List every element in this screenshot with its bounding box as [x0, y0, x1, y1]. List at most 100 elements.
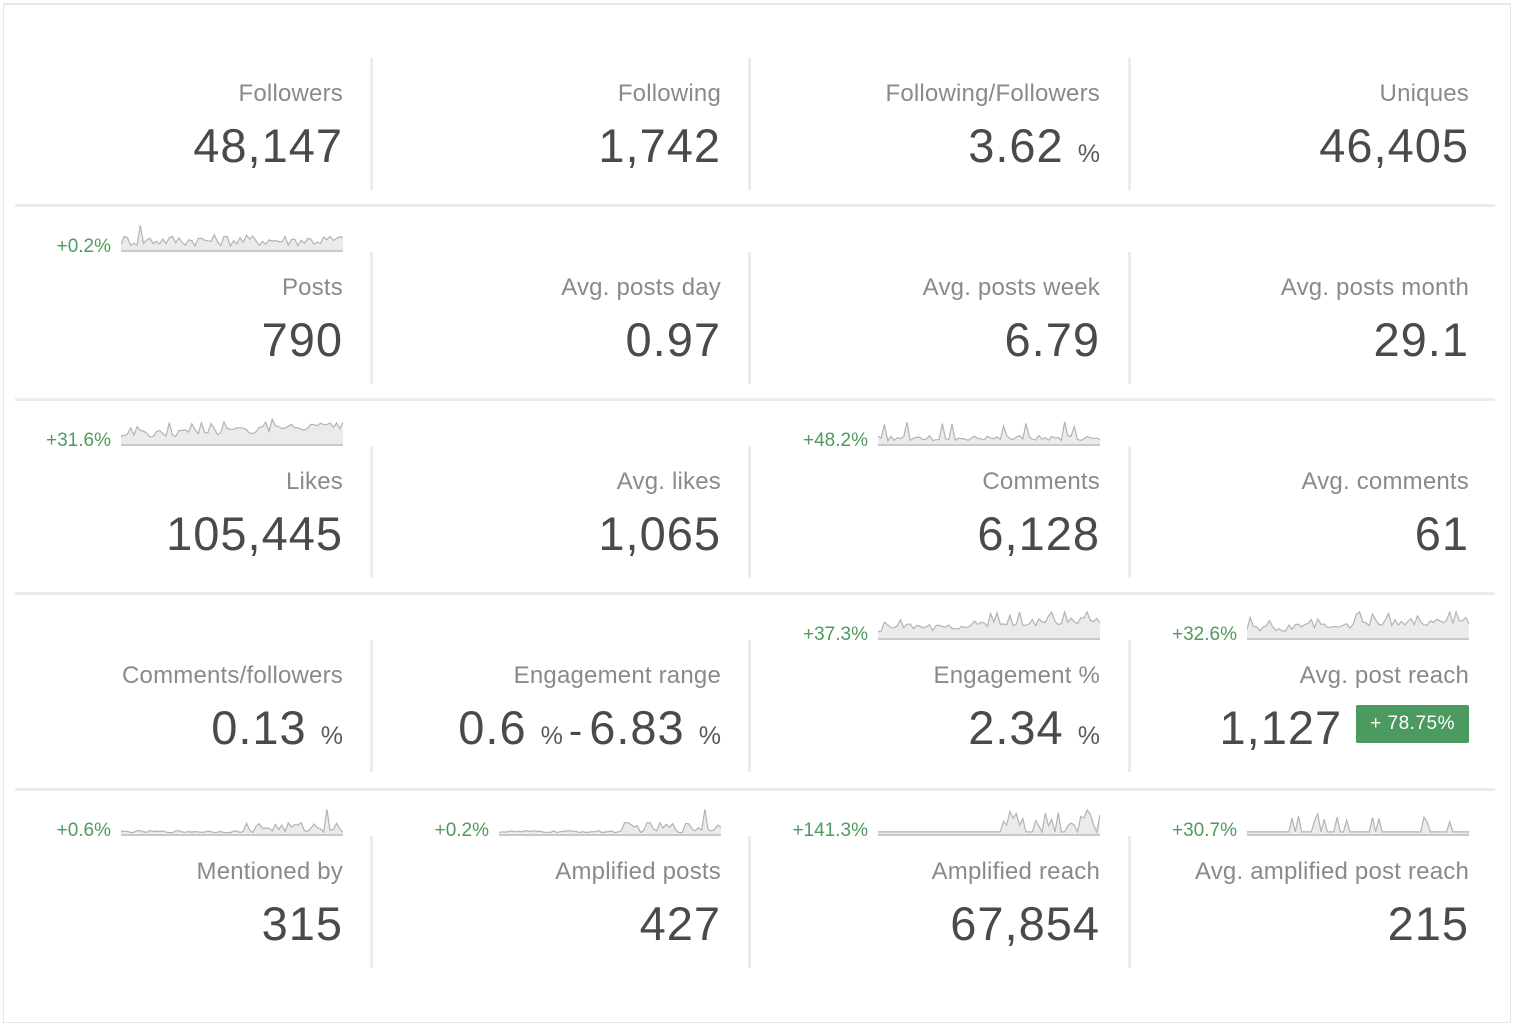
- stat-label: Avg. posts day: [561, 274, 721, 301]
- stat-label: Following: [617, 80, 721, 107]
- stat-value: 1,127 + 78.75%: [1220, 700, 1469, 755]
- sparkline-line: [1246, 610, 1470, 632]
- stat-card-mentioned-by[interactable]: +0.6% Mentioned by 315: [3, 796, 344, 990]
- stat-value: 3.62 %: [968, 118, 1100, 173]
- change-percentage: +32.6%: [1172, 624, 1237, 645]
- column-divider: [370, 836, 373, 968]
- stat-number: 0.13: [211, 701, 307, 754]
- stat-card-avg-post-reach[interactable]: +32.6% Avg. post reach 1,127 + 78.75%: [1129, 600, 1470, 794]
- stat-card-followers[interactable]: Followers 48,147: [3, 18, 343, 212]
- change-percentage: +31.6%: [46, 430, 111, 451]
- stat-label: Uniques: [1379, 80, 1469, 107]
- stat-value: 2.34 %: [968, 700, 1100, 755]
- stat-card-comments-followers[interactable]: Comments/followers 0.13 %: [3, 600, 343, 794]
- sparkline-chart: [120, 414, 344, 453]
- column-divider: [370, 640, 373, 772]
- sparkline-chart: [1246, 608, 1470, 647]
- column-divider: [1128, 640, 1131, 772]
- stat-card-avg-posts-day[interactable]: Avg. posts day 0.97: [381, 212, 721, 406]
- stat-number: 1,065: [598, 507, 721, 560]
- change-percentage: +0.2%: [434, 820, 489, 841]
- range-separator: -: [568, 709, 584, 753]
- stat-number: 67,854: [950, 897, 1100, 950]
- stat-value: 105,445: [166, 506, 343, 561]
- stat-label: Comments: [982, 468, 1100, 495]
- column-divider: [1128, 58, 1131, 190]
- sparkline-area: [1247, 813, 1469, 835]
- stat-number: 29.1: [1373, 313, 1469, 366]
- stat-card-amplified-posts[interactable]: +0.2% Amplified posts 427: [381, 796, 722, 990]
- percent-unit: %: [698, 722, 721, 750]
- sparkline-chart: [877, 414, 1101, 453]
- stat-value: 790: [262, 312, 343, 367]
- stat-number: 3.62: [968, 119, 1064, 172]
- stat-card-posts[interactable]: +0.2% Posts 790: [3, 212, 344, 406]
- row-divider: [15, 592, 1495, 595]
- stat-card-avg-likes[interactable]: Avg. likes 1,065: [381, 406, 721, 600]
- stat-number: 6.79: [1004, 313, 1100, 366]
- stat-card-engagement-[interactable]: +37.3% Engagement % 2.34 %: [760, 600, 1101, 794]
- stat-number: 6,128: [977, 507, 1100, 560]
- column-divider: [370, 58, 373, 190]
- growth-badge: + 78.75%: [1356, 704, 1469, 743]
- sparkline-chart: [120, 804, 344, 843]
- column-divider: [1128, 252, 1131, 384]
- stat-number: 48,147: [193, 119, 343, 172]
- stat-value: 46,405: [1319, 118, 1469, 173]
- change-percentage: +0.6%: [56, 820, 111, 841]
- column-divider: [370, 252, 373, 384]
- stat-label: Amplified reach: [931, 858, 1100, 885]
- stat-label: Avg. posts week: [922, 274, 1100, 301]
- row-divider: [15, 204, 1495, 207]
- stat-label: Following/Followers: [885, 80, 1100, 107]
- change-percentage: +48.2%: [803, 430, 868, 451]
- stat-value: 67,854: [950, 896, 1100, 951]
- stat-card-likes[interactable]: +31.6% Likes 105,445: [3, 406, 344, 600]
- sparkline-line: [498, 809, 722, 834]
- stat-number: 2.34: [968, 701, 1064, 754]
- sparkline-line: [877, 421, 1101, 443]
- stat-card-avg-comments[interactable]: Avg. comments 61: [1129, 406, 1469, 600]
- stat-card-amplified-reach[interactable]: +141.3% Amplified reach 67,854: [760, 796, 1101, 990]
- stat-value: 61: [1415, 506, 1469, 561]
- row-divider: [15, 398, 1495, 401]
- stat-card-avg-posts-week[interactable]: Avg. posts week 6.79: [760, 212, 1100, 406]
- sparkline-line: [877, 609, 1101, 633]
- row-divider: [15, 788, 1495, 791]
- change-percentage: +30.7%: [1172, 820, 1237, 841]
- stat-card-following-followers[interactable]: Following/Followers 3.62 %: [760, 18, 1100, 212]
- sparkline-area: [878, 612, 1100, 639]
- column-divider: [748, 58, 751, 190]
- sparkline-area: [121, 809, 343, 835]
- stat-card-comments[interactable]: +48.2% Comments 6,128: [760, 406, 1101, 600]
- stat-card-following[interactable]: Following 1,742: [381, 18, 721, 212]
- sparkline-chart: [877, 608, 1101, 647]
- stat-card-avg-amplified-post-reach[interactable]: +30.7% Avg. amplified post reach 215: [1129, 796, 1469, 990]
- stat-number: 46,405: [1319, 119, 1469, 172]
- percent-unit: %: [540, 722, 563, 750]
- stat-number: 215: [1387, 897, 1469, 950]
- sparkline-area: [878, 421, 1100, 445]
- percent-unit: %: [1077, 722, 1100, 750]
- stat-number: 790: [261, 313, 343, 366]
- sparkline-line: [120, 809, 344, 834]
- range-low-value: 0.6: [458, 701, 527, 754]
- column-divider: [748, 836, 751, 968]
- stat-card-avg-posts-month[interactable]: Avg. posts month 29.1: [1129, 212, 1469, 406]
- change-percentage: +141.3%: [792, 820, 868, 841]
- stat-value: 0.13 %: [211, 700, 343, 755]
- sparkline-area: [121, 419, 343, 445]
- stat-value: 48,147: [193, 118, 343, 173]
- stat-label: Avg. amplified post reach: [1194, 858, 1469, 885]
- stat-card-uniques[interactable]: Uniques 46,405: [1129, 18, 1469, 212]
- stat-value: 6.79: [1005, 312, 1100, 367]
- stat-value: 6,128: [977, 506, 1100, 561]
- sparkline-area: [499, 809, 721, 835]
- stat-value: 215: [1388, 896, 1469, 951]
- stat-card-engagement-range[interactable]: Engagement range 0.6 % -6.83 %: [381, 600, 721, 794]
- sparkline-line: [878, 808, 1101, 834]
- sparkline-area: [878, 810, 1100, 835]
- stat-label: Avg. post reach: [1299, 662, 1469, 689]
- stat-label: Engagement %: [933, 662, 1100, 689]
- stat-value: 0.97: [626, 312, 721, 367]
